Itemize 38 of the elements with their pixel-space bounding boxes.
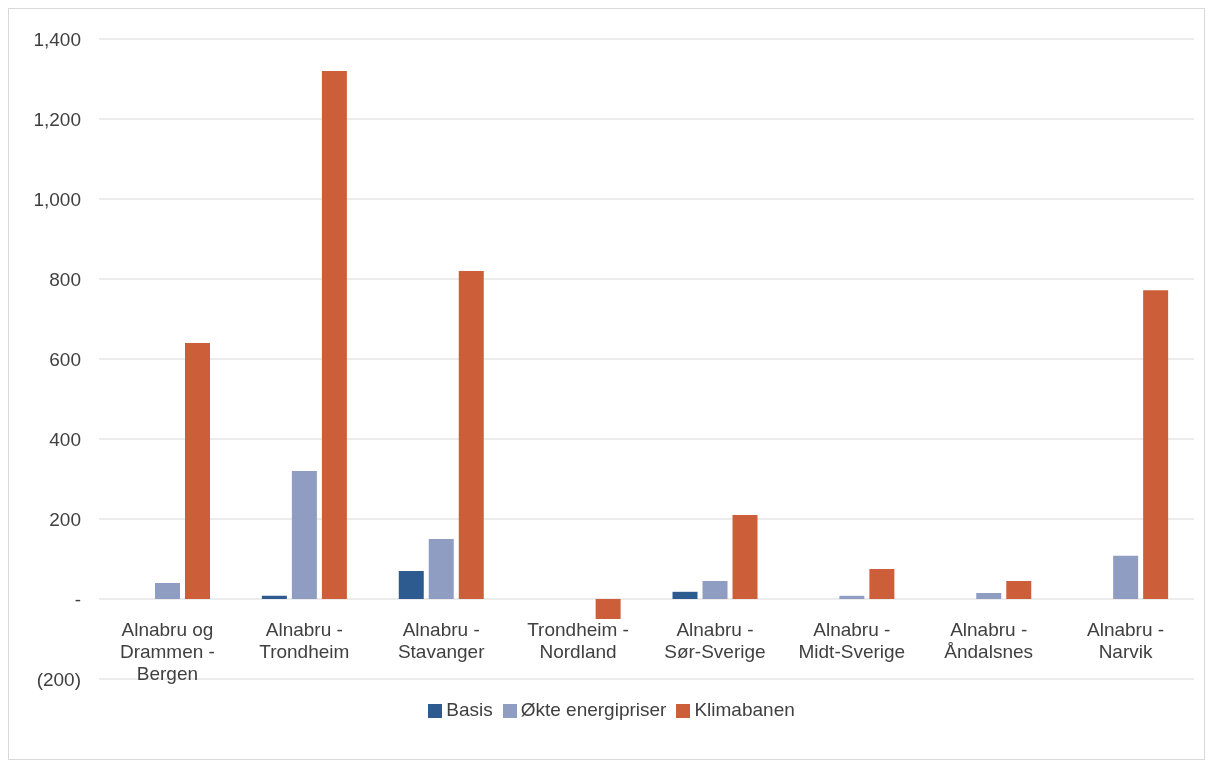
- bar: [732, 515, 758, 599]
- bar: [458, 271, 484, 599]
- x-tick-label: Alnabru og Drammen - Bergen: [119, 619, 215, 684]
- bar: [672, 591, 698, 599]
- y-tick-label: 1,200: [33, 108, 81, 130]
- y-tick-label: 400: [49, 428, 81, 450]
- y-tick-label: 800: [49, 268, 81, 290]
- bar: [291, 471, 317, 599]
- bar: [702, 581, 728, 599]
- x-tick-label: Alnabru - Trondheim: [259, 619, 350, 662]
- bar: [839, 595, 865, 599]
- x-tick-label: Trondheim - Nordland: [527, 619, 629, 662]
- legend-label: Økte energipriser: [520, 699, 667, 720]
- x-tick-label: Alnabru - Stavanger: [397, 619, 486, 662]
- legend-label: Klimabanen: [694, 699, 795, 720]
- bar: [1113, 555, 1139, 599]
- y-tick-label: (200): [36, 668, 81, 690]
- bar: [1143, 290, 1169, 599]
- bar: [976, 593, 1002, 599]
- x-tick-label: Alnabru - Åndalsnes: [944, 619, 1034, 662]
- bar: [428, 539, 454, 599]
- y-tick-label: -: [74, 588, 81, 610]
- y-tick-label: 200: [49, 508, 81, 530]
- bar: [1006, 581, 1032, 599]
- bar: [321, 71, 347, 599]
- y-tick-label: 1,000: [33, 188, 81, 210]
- bar: [261, 595, 287, 599]
- x-tick-label: Alnabru - Sør-Sverige: [664, 619, 766, 662]
- bar: [155, 583, 181, 599]
- bar: [595, 599, 621, 619]
- bar: [185, 343, 211, 599]
- x-tick-label: Alnabru - Midt-Sverige: [798, 619, 906, 662]
- x-tick-label: Alnabru - Narvik: [1087, 619, 1165, 662]
- y-tick-label: 1,400: [33, 28, 81, 50]
- y-tick-label: 600: [49, 348, 81, 370]
- bar: [398, 571, 424, 599]
- legend-label: Basis: [446, 699, 493, 720]
- bar: [869, 569, 895, 599]
